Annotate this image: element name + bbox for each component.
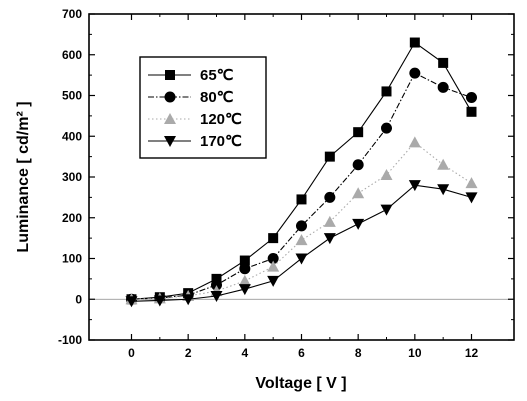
data-point [296, 194, 307, 205]
data-point [211, 273, 222, 284]
series-3 [125, 136, 478, 305]
data-point [381, 122, 392, 134]
data-point [408, 136, 421, 148]
legend-entry: 80℃ [148, 89, 234, 106]
legend-marker [164, 91, 176, 103]
data-point [267, 253, 279, 264]
data-point [353, 127, 364, 138]
data-point [324, 191, 336, 203]
data-point [324, 151, 335, 162]
legend-marker [164, 113, 176, 124]
y-tick-label: 300 [62, 170, 82, 184]
legend-entry: 120℃ [148, 111, 242, 128]
y-axis-title: Luminance [ cd/m² ] [15, 101, 32, 252]
data-point [465, 192, 478, 204]
data-point [238, 274, 251, 286]
y-tick-label: 600 [62, 48, 82, 62]
x-axis-title: Voltage [ V ] [255, 375, 346, 392]
data-point [238, 284, 251, 296]
data-point [267, 275, 280, 287]
legend-marker [164, 136, 176, 147]
data-point [409, 67, 421, 79]
legend-marker [165, 70, 175, 80]
x-tick-label: 8 [355, 346, 362, 360]
data-point [323, 215, 336, 227]
data-point [380, 168, 393, 180]
data-point [466, 106, 477, 117]
y-tick-label: -100 [58, 333, 82, 347]
data-point [408, 180, 421, 192]
data-point [296, 220, 307, 232]
data-point [352, 187, 365, 199]
y-tick-label: 700 [62, 7, 82, 21]
data-point [380, 204, 393, 216]
x-tick-label: 6 [298, 346, 305, 360]
data-point [352, 218, 365, 230]
y-tick-label: 400 [62, 129, 82, 143]
x-tick-label: 4 [241, 346, 248, 360]
legend-entry: 170℃ [148, 133, 242, 150]
data-point [437, 158, 450, 170]
legend-entry: 65℃ [148, 67, 234, 84]
legend-label: 120℃ [200, 111, 242, 128]
legend: 65℃ 80℃ 120℃ 170℃ [139, 56, 267, 159]
data-point [409, 37, 420, 48]
y-tick-label: 100 [62, 252, 82, 266]
data-point [153, 295, 166, 307]
data-point [239, 263, 251, 275]
x-tick-label: 10 [408, 346, 422, 360]
data-point [352, 159, 364, 171]
y-tick-label: 500 [62, 89, 82, 103]
data-point [295, 234, 308, 246]
series-4 [125, 180, 478, 308]
data-point [211, 279, 222, 291]
x-tick-label: 2 [185, 346, 192, 360]
data-point [437, 184, 450, 196]
legend-label: 80℃ [200, 89, 234, 106]
data-point [323, 233, 336, 245]
data-point [465, 177, 478, 189]
data-point [182, 294, 195, 306]
data-point [239, 255, 250, 266]
data-point [295, 253, 308, 265]
legend-label: 65℃ [200, 67, 234, 84]
x-tick-label: 0 [128, 346, 135, 360]
data-point [438, 57, 449, 68]
data-point [125, 296, 138, 308]
data-point [268, 233, 279, 244]
x-tick-label: 12 [465, 346, 479, 360]
data-point [466, 92, 477, 104]
data-point [267, 260, 280, 272]
data-point [210, 290, 223, 302]
legend-label: 170℃ [200, 133, 242, 150]
y-tick-label: 200 [62, 211, 82, 225]
data-point [381, 86, 392, 97]
y-tick-label: 0 [75, 292, 82, 306]
data-point [437, 81, 449, 93]
